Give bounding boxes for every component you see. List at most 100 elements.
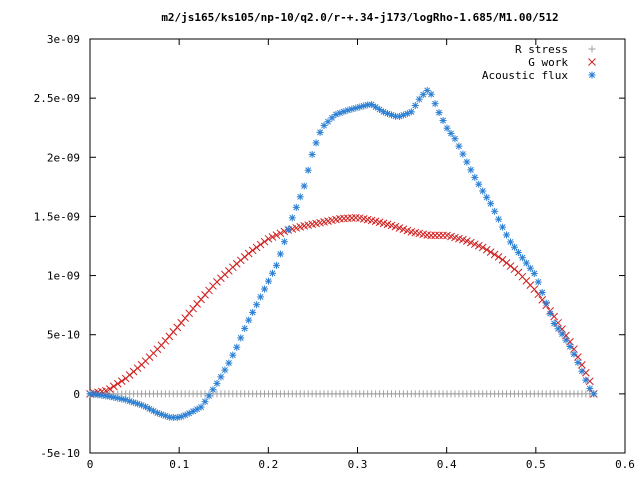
legend-label: R stress — [515, 43, 568, 56]
data-point — [486, 248, 495, 257]
data-point — [364, 101, 372, 109]
axis-ticks: 0 0.1 0.2 0.3 0.4 0.5 0.6 -5e-10 0 5e-10 1e-09 1.5e… — [34, 33, 635, 471]
data-point — [491, 207, 499, 215]
data-point — [475, 180, 483, 188]
data-point — [316, 128, 324, 136]
data-point — [245, 316, 253, 324]
data-point — [117, 377, 126, 385]
data-point — [474, 241, 483, 250]
data-point — [518, 254, 526, 262]
data-point — [300, 182, 308, 190]
data-point — [435, 109, 443, 117]
data-point — [495, 215, 503, 223]
data-point — [574, 359, 582, 367]
data-point — [526, 264, 534, 272]
data-point — [248, 246, 257, 255]
data-point — [296, 193, 304, 201]
data-point — [86, 390, 94, 398]
data-point — [439, 117, 447, 125]
y-tick-label: 1e-09 — [47, 270, 80, 283]
data-point — [213, 379, 221, 387]
data-point — [427, 90, 435, 98]
data-point — [181, 314, 190, 322]
data-point — [415, 95, 423, 103]
data-point — [467, 166, 475, 174]
y-tick-label: 1.5e-09 — [34, 210, 80, 223]
data-point — [197, 403, 205, 411]
data-point — [538, 295, 547, 304]
data-point — [494, 253, 503, 261]
data-point — [566, 343, 574, 351]
y-tick-label: 3e-09 — [47, 33, 80, 46]
data-point — [189, 304, 197, 313]
data-point — [514, 248, 522, 256]
data-point — [550, 319, 558, 327]
data-point — [466, 238, 475, 247]
legend-label: Acoustic flux — [482, 69, 568, 82]
x-tick-label: 0.5 — [526, 458, 546, 471]
data-point — [411, 102, 419, 110]
data-point — [582, 368, 590, 377]
legend-marker — [588, 45, 596, 53]
legend-label: G work — [528, 56, 568, 69]
data-point — [558, 330, 566, 338]
chart-title: m2/js165/ks105/np-10/q2.0/r-+.34-j173/lo… — [161, 11, 558, 24]
data-point — [105, 385, 114, 393]
data-point — [483, 193, 491, 201]
data-point — [146, 405, 154, 413]
legend-marker — [588, 71, 596, 79]
data-point — [304, 166, 312, 174]
data-point — [268, 269, 276, 277]
data-point — [574, 353, 582, 361]
data-point — [268, 233, 277, 241]
data-point — [292, 203, 300, 211]
data-point — [471, 173, 479, 181]
data-point — [447, 129, 455, 137]
data-point — [431, 100, 439, 108]
data-point — [312, 139, 320, 147]
y-tick-label: 2.5e-09 — [34, 92, 80, 105]
data-point — [451, 135, 459, 143]
y-tick-label: -5e-10 — [40, 447, 80, 460]
data-point — [260, 237, 269, 246]
data-point — [510, 243, 518, 251]
data-point — [284, 225, 292, 233]
series-layer — [86, 86, 598, 422]
data-point — [249, 308, 257, 316]
data-point — [482, 245, 491, 254]
y-tick-label: 0 — [73, 388, 80, 401]
data-point — [490, 250, 499, 259]
data-point — [522, 259, 530, 267]
data-point — [229, 351, 237, 359]
x-tick-label: 0.4 — [437, 458, 457, 471]
data-point — [427, 231, 436, 240]
data-point — [546, 310, 554, 318]
data-point — [498, 255, 507, 264]
data-point — [470, 240, 479, 249]
series-acoustic-flux — [86, 86, 598, 422]
data-point — [530, 285, 539, 294]
data-point — [431, 231, 439, 240]
data-point — [265, 277, 273, 285]
x-tick-label: 0.1 — [169, 458, 189, 471]
data-point — [506, 262, 515, 270]
data-point — [538, 289, 546, 297]
data-point — [435, 231, 443, 240]
data-point — [244, 249, 253, 258]
data-point — [109, 382, 118, 391]
data-point — [288, 214, 296, 222]
data-point — [205, 392, 213, 400]
legend-marker — [588, 58, 596, 66]
data-point — [463, 158, 471, 166]
x-tick-label: 0.6 — [615, 458, 635, 471]
data-point — [253, 301, 261, 309]
data-point — [272, 261, 280, 269]
data-point — [372, 103, 380, 111]
data-point — [256, 240, 265, 249]
data-point — [276, 250, 284, 258]
data-point — [459, 150, 467, 158]
data-point — [376, 105, 384, 113]
data-point — [570, 350, 578, 358]
data-point — [443, 124, 451, 132]
